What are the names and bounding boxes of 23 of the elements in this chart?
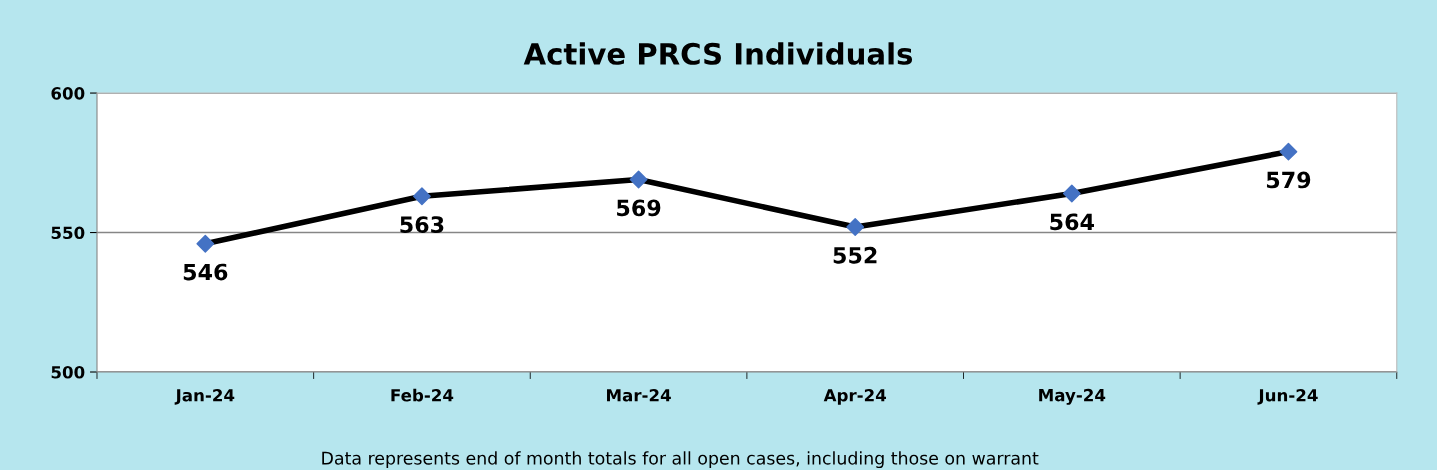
- y-tick-label: 500: [51, 365, 85, 379]
- data-label: 563: [400, 216, 444, 233]
- x-tick-label: Jun-24: [1257, 388, 1318, 405]
- x-tick-label: Feb-24: [391, 388, 454, 402]
- data-label: 579: [1266, 171, 1311, 189]
- point: [196, 234, 215, 253]
- data-label: 546: [183, 263, 228, 281]
- point: [1279, 142, 1298, 161]
- x-tick-label: Mar-24: [607, 388, 671, 402]
- chart-title: Active PRCS Individuals: [523, 42, 913, 65]
- x-tick-label: Apr-24: [823, 388, 887, 405]
- data-label: 564: [1050, 213, 1094, 231]
- point: [629, 170, 648, 189]
- data-label: 569: [617, 199, 661, 217]
- point: [1062, 184, 1081, 203]
- text: Data represents end of month totals for all open cases, including those on warrant: [322, 451, 1039, 469]
- y-tick-label: 550: [51, 226, 85, 240]
- y-tick-label: 600: [51, 87, 85, 100]
- point: [413, 187, 431, 206]
- data-label: 552: [833, 246, 877, 264]
- x-tick-label: May-24: [1039, 388, 1106, 405]
- point: [846, 218, 865, 236]
- x-tick-label: Jan-24: [174, 388, 235, 405]
